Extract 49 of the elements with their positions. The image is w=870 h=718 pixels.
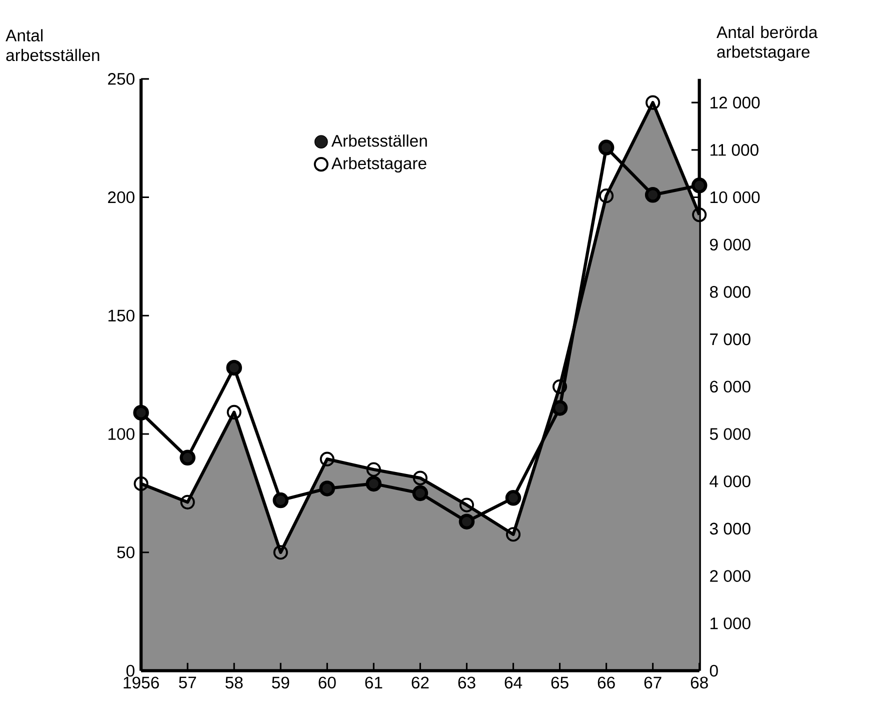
- y2-tick-label: 11 000: [710, 144, 758, 156]
- y2-tick-label: 10 000: [710, 191, 760, 204]
- point: [552, 400, 568, 416]
- y2-tick-label: 8 000: [710, 286, 750, 298]
- y2-tick-label: 6 000: [710, 380, 750, 393]
- x-tick-label: 60: [318, 676, 336, 688]
- x-tick-label: 65: [551, 676, 568, 688]
- x-tick-label: 58: [226, 676, 243, 688]
- y2-tick-label: 0: [710, 664, 718, 677]
- y2-axis-title: Antal berörda arbetstagare: [716, 26, 818, 62]
- y2-tick-label: 2 000: [710, 570, 750, 582]
- point: [644, 186, 661, 203]
- x-tick-label: 63: [458, 676, 476, 688]
- y2-tick-label: 12 000: [710, 96, 760, 108]
- point: [505, 490, 522, 506]
- y2-tick-label: 3 000: [710, 522, 750, 535]
- point: [319, 480, 336, 496]
- point: [226, 360, 242, 376]
- x-tick-label: 1956: [124, 676, 159, 688]
- y2-tick-label: 7 000: [710, 333, 750, 346]
- y2-tick-label: 1 000: [710, 617, 750, 630]
- point: [180, 450, 196, 466]
- y2-tick-label: 9 000: [710, 238, 750, 250]
- x-tick-label: 64: [504, 676, 522, 688]
- y2-tick-label: 5 000: [710, 428, 750, 440]
- y-tick-label: 150: [108, 310, 134, 322]
- point: [133, 404, 149, 421]
- x-tick-label: 62: [412, 676, 429, 688]
- x-tick-label: 67: [644, 676, 662, 688]
- x-tick-label: 57: [178, 676, 196, 688]
- legend-label: Arbetstagare: [331, 156, 426, 173]
- point: [598, 140, 614, 156]
- y2-tick-label: 4 000: [710, 475, 750, 488]
- x-tick-label: 66: [598, 676, 615, 688]
- point: [272, 492, 289, 508]
- legend-label: Arbetsställen: [331, 134, 427, 147]
- y-axis-title: Antal arbetsställen: [6, 29, 100, 62]
- x-tick-label: 68: [690, 676, 708, 688]
- x-tick-label: 61: [365, 676, 382, 688]
- y-tick-label: 200: [108, 191, 134, 204]
- point: [458, 514, 475, 530]
- y-tick-label: 50: [117, 546, 134, 558]
- point: [412, 485, 428, 502]
- y-tick-label: 100: [108, 428, 134, 440]
- point: [691, 178, 708, 194]
- y-tick-label: 250: [108, 72, 134, 85]
- point: [366, 476, 382, 492]
- y-tick-label: 0: [126, 664, 134, 677]
- x-tick-label: 59: [272, 676, 290, 688]
